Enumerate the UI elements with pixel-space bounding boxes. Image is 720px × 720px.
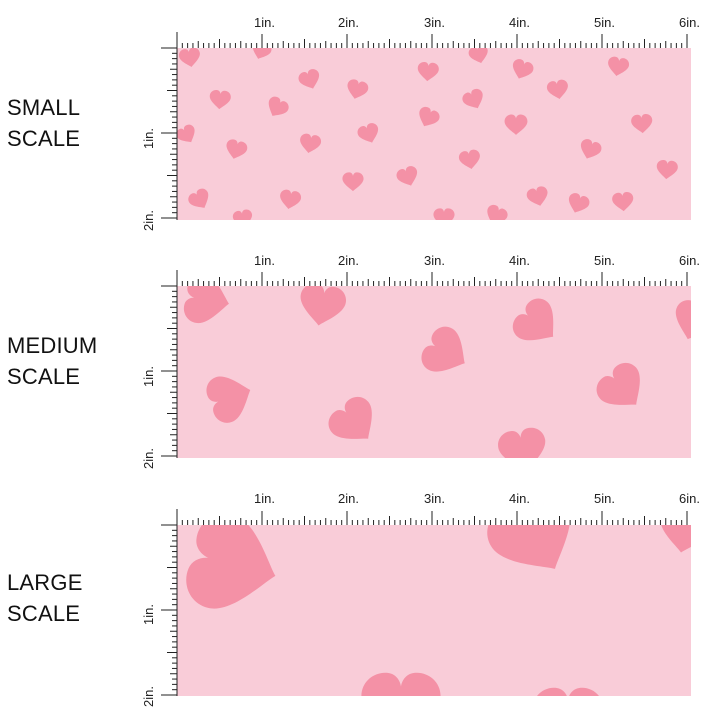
small-scale-label: SMALL SCALE: [7, 92, 80, 154]
small-top-ruler-labels: 1in. 2in. 3in. 4in. 5in. 6in.: [254, 15, 700, 30]
medium-side-label-2in: 2in.: [141, 448, 156, 469]
large-ruler-label-1in: 1in.: [254, 491, 275, 506]
large-scale-label-line1: LARGE: [7, 570, 83, 595]
small-ruler-label-6in: 6in.: [679, 15, 700, 30]
small-ruler-label-2in: 2in.: [338, 15, 359, 30]
medium-side-label-1in: 1in.: [141, 366, 156, 387]
small-ruler-label-1in: 1in.: [254, 15, 275, 30]
large-side-ruler: [161, 524, 178, 696]
small-ruler-label-3in: 3in.: [424, 15, 445, 30]
small-side-ruler: [161, 47, 178, 220]
small-fabric-background: [177, 48, 691, 220]
medium-scale-swatch: [177, 286, 691, 458]
large-scale-swatch: [177, 525, 691, 696]
small-ruler-label-4in: 4in.: [509, 15, 530, 30]
small-side-label-2in: 2in.: [141, 210, 156, 231]
small-ruler-label-5in: 5in.: [594, 15, 615, 30]
small-scale-label-line1: SMALL: [7, 95, 81, 120]
medium-ruler-label-1in: 1in.: [254, 253, 275, 268]
medium-side-ruler: [161, 285, 178, 458]
large-side-label-2in: 2in.: [141, 686, 156, 707]
small-top-ruler: [176, 32, 688, 48]
large-top-ruler-labels: 1in. 2in. 3in. 4in. 5in. 6in.: [254, 491, 700, 506]
large-scale-label-line2: SCALE: [7, 601, 81, 626]
small-side-ruler-labels: 1in. 2in.: [141, 128, 156, 231]
medium-ruler-label-5in: 5in.: [594, 253, 615, 268]
medium-ruler-label-3in: 3in.: [424, 253, 445, 268]
small-scale-label-line2: SCALE: [7, 126, 81, 151]
large-ruler-label-5in: 5in.: [594, 491, 615, 506]
large-ruler-label-2in: 2in.: [338, 491, 359, 506]
large-ruler-label-4in: 4in.: [509, 491, 530, 506]
medium-ruler-label-2in: 2in.: [338, 253, 359, 268]
medium-scale-label-line2: SCALE: [7, 364, 81, 389]
large-top-ruler: [176, 509, 688, 525]
large-ruler-label-6in: 6in.: [679, 491, 700, 506]
small-scale-swatch: [177, 48, 691, 220]
medium-top-ruler: [176, 270, 688, 286]
large-side-label-1in: 1in.: [141, 604, 156, 625]
medium-fabric-background: [177, 286, 691, 458]
large-side-ruler-labels: 1in. 2in.: [141, 604, 156, 707]
medium-scale-label: MEDIUM SCALE: [7, 330, 97, 392]
large-scale-label: LARGE SCALE: [7, 567, 83, 629]
medium-scale-label-line1: MEDIUM: [7, 333, 98, 358]
medium-ruler-label-6in: 6in.: [679, 253, 700, 268]
large-ruler-label-3in: 3in.: [424, 491, 445, 506]
small-side-label-1in: 1in.: [141, 128, 156, 149]
medium-top-ruler-labels: 1in. 2in. 3in. 4in. 5in. 6in.: [254, 253, 700, 268]
medium-side-ruler-labels: 1in. 2in.: [141, 366, 156, 469]
medium-ruler-label-4in: 4in.: [509, 253, 530, 268]
